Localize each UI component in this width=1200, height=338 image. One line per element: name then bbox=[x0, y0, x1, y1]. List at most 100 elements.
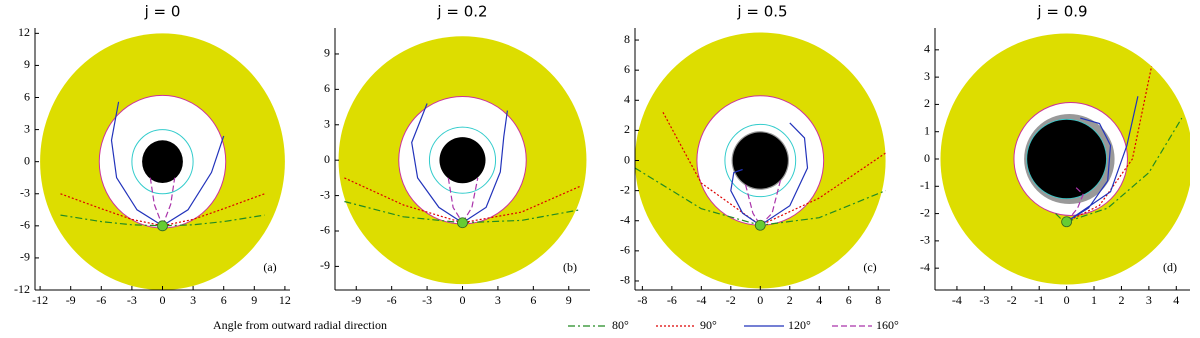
y-tick-label: 6 bbox=[24, 89, 30, 103]
y-tick-label: -2 bbox=[620, 182, 630, 196]
x-tick-label: 3 bbox=[190, 293, 196, 307]
x-tick-label: 6 bbox=[846, 293, 852, 307]
x-tick-label: 1 bbox=[1091, 293, 1097, 307]
panel-title: j = 0 bbox=[144, 3, 181, 21]
legend-label: 160° bbox=[876, 318, 899, 332]
x-tick-label: -2 bbox=[726, 293, 736, 307]
y-tick-label: -2 bbox=[920, 205, 930, 219]
y-tick-label: -9 bbox=[320, 258, 330, 272]
x-tick-label: -1 bbox=[1034, 293, 1044, 307]
ray-curve bbox=[110, 101, 225, 227]
panel-label: (c) bbox=[863, 260, 876, 274]
plot-area bbox=[338, 36, 587, 285]
x-tick-label: 6 bbox=[221, 293, 227, 307]
x-tick-label: -3 bbox=[127, 293, 137, 307]
panel: -9 -6 -3 0 3 6 9 -9 -6 -3 0 3 6 9 j = 0.2 (b) bbox=[320, 3, 590, 307]
y-tick-label: 0 bbox=[324, 152, 330, 166]
disk bbox=[142, 140, 183, 184]
y-tick-label: -3 bbox=[920, 233, 930, 247]
x-tick-label: -8 bbox=[637, 293, 647, 307]
y-tick-label: 4 bbox=[924, 42, 930, 56]
disk bbox=[732, 132, 788, 189]
observer bbox=[157, 220, 168, 232]
y-tick-label: -9 bbox=[20, 250, 30, 264]
x-tick-label: 2 bbox=[787, 293, 793, 307]
x-tick-label: 3 bbox=[1146, 293, 1152, 307]
x-tick-label: 8 bbox=[875, 293, 881, 307]
observer bbox=[1061, 216, 1073, 228]
panel: -8 -6 -4 -2 0 2 4 6 8 -8 -6 -4 -2 0 2 4 6 8 j = 0.5 (c) bbox=[620, 3, 890, 307]
disk bbox=[724, 123, 797, 198]
y-tick-label: -3 bbox=[320, 187, 330, 201]
disk bbox=[131, 129, 194, 195]
y-tick-label: -6 bbox=[20, 218, 30, 232]
legend-label: 90° bbox=[700, 318, 717, 332]
x-tick-label: -2 bbox=[1007, 293, 1017, 307]
disk bbox=[1027, 119, 1107, 199]
ray-curve bbox=[1066, 66, 1153, 223]
panel-title: j = 0.9 bbox=[1036, 3, 1087, 21]
ray-curve bbox=[730, 122, 809, 226]
x-tick-label: -12 bbox=[32, 293, 48, 307]
y-tick-label: 2 bbox=[624, 122, 630, 136]
panel-label: (b) bbox=[563, 260, 577, 274]
disk bbox=[428, 126, 497, 194]
panel-label: (a) bbox=[263, 260, 276, 274]
y-tick-label: 0 bbox=[624, 152, 630, 166]
y-tick-label: -6 bbox=[320, 223, 330, 237]
ray-curve bbox=[149, 177, 176, 227]
y-tick-label: 3 bbox=[324, 117, 330, 131]
y-tick-label: 3 bbox=[924, 69, 930, 83]
x-tick-label: 0 bbox=[160, 293, 166, 307]
x-tick-label: -4 bbox=[696, 293, 706, 307]
x-tick-label: 9 bbox=[566, 293, 572, 307]
ray-curve bbox=[411, 103, 508, 224]
observer bbox=[457, 217, 468, 229]
y-tick-label: -6 bbox=[620, 243, 630, 257]
x-tick-label: -6 bbox=[387, 293, 397, 307]
x-tick-label: -9 bbox=[351, 293, 361, 307]
disk bbox=[1026, 118, 1107, 200]
ray-curve bbox=[447, 177, 479, 224]
y-tick-label: -12 bbox=[14, 282, 30, 296]
x-tick-label: -3 bbox=[422, 293, 432, 307]
ray-curve bbox=[344, 177, 581, 224]
y-tick-label: 6 bbox=[324, 81, 330, 95]
y-tick-label: 0 bbox=[24, 153, 30, 167]
x-tick-label: 4 bbox=[816, 293, 822, 307]
y-tick-label: 1 bbox=[924, 123, 930, 137]
y-tick-label: -4 bbox=[620, 212, 630, 226]
y-tick-label: 9 bbox=[24, 57, 30, 71]
y-tick-label: -3 bbox=[20, 186, 30, 200]
y-tick-label: -4 bbox=[920, 260, 930, 274]
y-tick-label: 9 bbox=[324, 46, 330, 60]
x-tick-label: -3 bbox=[979, 293, 989, 307]
panel: -12 -9 -6 -3 0 3 6 9 12 -12 -9 -6 -3 0 3 6 9 12 j = 0 (a) bbox=[14, 3, 291, 307]
y-tick-label: 8 bbox=[624, 32, 630, 46]
panel-label: (d) bbox=[1163, 260, 1177, 274]
x-tick-label: 9 bbox=[251, 293, 257, 307]
x-tick-label: 4 bbox=[1173, 293, 1179, 307]
x-tick-label: 0 bbox=[460, 293, 466, 307]
panel: -4 -3 -2 -1 0 1 2 3 4 -4 -3 -2 -1 0 1 2 3 4 j = 0.9 (d) bbox=[920, 3, 1190, 307]
disk bbox=[439, 137, 486, 184]
y-tick-label: -8 bbox=[620, 273, 630, 287]
ray-curve bbox=[1066, 96, 1139, 223]
panel-title: j = 0.2 bbox=[436, 3, 487, 21]
x-tick-label: -6 bbox=[96, 293, 106, 307]
legend-label: 120° bbox=[788, 318, 811, 332]
y-tick-label: -1 bbox=[920, 178, 930, 192]
x-tick-label: 6 bbox=[530, 293, 536, 307]
x-tick-label: 3 bbox=[495, 293, 501, 307]
y-tick-label: 0 bbox=[924, 151, 930, 165]
x-tick-label: -9 bbox=[66, 293, 76, 307]
y-tick-label: 2 bbox=[924, 96, 930, 110]
x-tick-label: -4 bbox=[952, 293, 962, 307]
plot-area bbox=[940, 33, 1190, 285]
x-tick-label: 12 bbox=[279, 293, 291, 307]
legend-title: Angle from outward radial direction bbox=[213, 318, 387, 332]
plot-area bbox=[40, 33, 285, 290]
plot-area bbox=[635, 32, 886, 289]
y-tick-label: 12 bbox=[18, 25, 30, 39]
